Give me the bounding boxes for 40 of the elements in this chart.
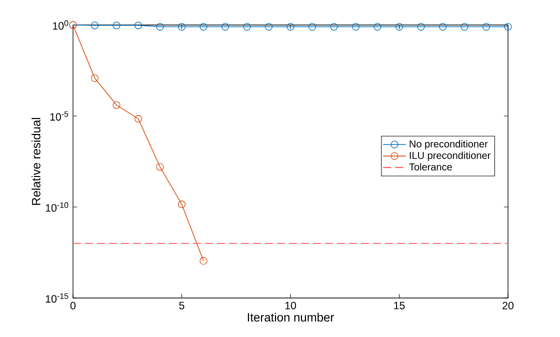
point [90, 74, 99, 82]
legend-label: Tolerance [409, 163, 452, 170]
point [330, 22, 338, 31]
point [134, 22, 142, 30]
y-tick-label: 10$^{0}$ [53, 20, 68, 30]
point [395, 22, 404, 31]
point [482, 22, 490, 31]
x-tick-label: 0 [70, 302, 76, 310]
point [308, 22, 316, 31]
point [200, 257, 208, 265]
point [156, 163, 164, 171]
point [286, 22, 294, 31]
point [90, 22, 99, 30]
legend-label: ILU preconditioner [410, 152, 490, 161]
x-axis-title: Iteration number [248, 312, 334, 322]
legend-label: No preconditioner [410, 140, 488, 150]
point [374, 22, 382, 31]
point [200, 22, 208, 31]
point [504, 22, 512, 31]
point [243, 22, 251, 31]
point [178, 22, 186, 31]
point [221, 22, 230, 31]
y-axis-title: Relative residual [32, 118, 40, 205]
point [178, 200, 186, 208]
point [460, 22, 468, 31]
x-tick-label: 15 [394, 302, 405, 310]
point [264, 22, 273, 31]
y-tick-label: 10$^{-10}$ [46, 202, 68, 212]
point [438, 22, 447, 31]
y-tick-label: 10$^{-5}$ [50, 111, 68, 121]
point [112, 22, 120, 30]
point [112, 101, 120, 109]
point [352, 22, 360, 31]
x-tick-label: 10 [285, 302, 296, 310]
point [417, 22, 425, 31]
x-tick-label: 20 [502, 302, 514, 310]
x-tick-label: 5 [179, 302, 184, 310]
point [134, 115, 142, 123]
point [156, 22, 164, 31]
y-tick-label: 10$^{-15}$ [46, 293, 68, 303]
